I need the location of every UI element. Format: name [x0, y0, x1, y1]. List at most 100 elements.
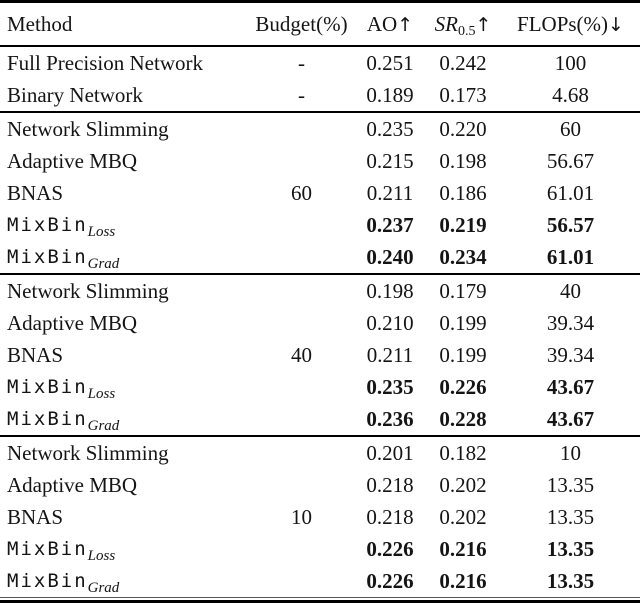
budget-cell	[248, 112, 355, 145]
budget-cell	[248, 565, 355, 598]
flops-cell: 10	[560, 440, 581, 465]
flops-cell: 39.34	[546, 310, 595, 335]
col-header-sr-subscript: 0.5	[457, 23, 476, 39]
budget-cell	[248, 274, 355, 307]
method-cell: BNAS	[0, 177, 248, 209]
method-cell: Binary Network	[0, 79, 248, 112]
table-row: MixBinLoss 0.226 0.216 13.35	[0, 533, 640, 565]
ao-cell: 0.226	[366, 536, 414, 561]
flops-cell: 13.35	[546, 472, 595, 497]
method-label: Network Slimming	[7, 440, 169, 465]
table-row: Network Slimming 0.198 0.179 40	[0, 274, 640, 307]
method-label: MixBin	[7, 570, 88, 592]
results-table: Method Budget(%) AO↑ SR0.5↑ FLOPs(%)↓ Fu…	[0, 3, 640, 598]
budget-cell	[248, 241, 355, 274]
table-row: MixBinGrad 0.226 0.216 13.35	[0, 565, 640, 598]
budget-cell	[248, 145, 355, 177]
method-label: MixBin	[7, 408, 88, 430]
col-header-ao-label: AO	[366, 11, 398, 36]
ao-cell: 0.226	[366, 568, 414, 593]
method-cell: BNAS	[0, 339, 248, 371]
ao-cell: 0.237	[366, 212, 414, 237]
method-label: BNAS	[7, 180, 64, 205]
method-cell: MixBinLoss	[0, 371, 248, 403]
ao-cell: 0.201	[366, 440, 414, 465]
sr-cell: 0.199	[439, 342, 487, 367]
ao-cell: 0.235	[366, 374, 414, 399]
sr-cell: 0.226	[439, 374, 487, 399]
table-row: Network Slimming 0.201 0.182 10	[0, 436, 640, 469]
method-cell: BNAS	[0, 501, 248, 533]
sr-cell: 0.220	[439, 116, 487, 141]
method-subscript: Loss	[87, 548, 116, 564]
flops-cell: 56.57	[546, 212, 595, 237]
col-header-sr-label: SR	[434, 11, 458, 36]
budget-cell	[248, 436, 355, 469]
ao-cell: 0.235	[366, 116, 414, 141]
flops-cell: 61.01	[546, 180, 595, 205]
sr-cell: 0.202	[439, 472, 487, 497]
col-header-budget: Budget(%)	[248, 3, 355, 47]
flops-cell: 100	[554, 50, 587, 75]
ao-cell: 0.211	[366, 180, 414, 205]
sr-cell: 0.179	[439, 278, 487, 303]
method-cell: Adaptive MBQ	[0, 307, 248, 339]
method-label: BNAS	[7, 504, 64, 529]
table-header: Method Budget(%) AO↑ SR0.5↑ FLOPs(%)↓	[0, 3, 640, 47]
ao-cell: 0.189	[366, 82, 414, 107]
col-header-sr: SR0.5↑	[425, 3, 501, 47]
method-label: MixBin	[7, 214, 88, 236]
ao-cell: 0.251	[366, 50, 414, 75]
budget-cell	[248, 209, 355, 241]
ao-cell: 0.218	[366, 472, 414, 497]
flops-cell: 39.34	[546, 342, 595, 367]
table-row: Full Precision Network - 0.251 0.242 100	[0, 46, 640, 79]
sr-cell: 0.198	[439, 148, 487, 173]
method-cell: Adaptive MBQ	[0, 145, 248, 177]
method-cell: MixBinLoss	[0, 533, 248, 565]
sr-cell: 0.199	[439, 310, 487, 335]
method-label: MixBin	[7, 538, 88, 560]
flops-cell: 56.67	[546, 148, 595, 173]
flops-cell: 43.67	[546, 374, 595, 399]
table-row: Adaptive MBQ 0.218 0.202 13.35	[0, 469, 640, 501]
method-subscript: Grad	[87, 580, 120, 596]
sr-cell: 0.216	[439, 536, 487, 561]
table-row: MixBinGrad 0.240 0.234 61.01	[0, 241, 640, 274]
ao-cell: 0.210	[366, 310, 414, 335]
sr-cell: 0.216	[439, 568, 487, 593]
table-row: MixBinLoss 0.237 0.219 56.57	[0, 209, 640, 241]
method-cell: MixBinGrad	[0, 241, 248, 274]
sr-cell: 0.228	[439, 406, 487, 431]
ao-cell: 0.218	[366, 504, 414, 529]
flops-cell: 13.35	[546, 568, 595, 593]
budget-cell: 60	[291, 180, 312, 205]
budget-group-40: Network Slimming 0.198 0.179 40 Adaptive MBQ…	[0, 274, 640, 436]
method-cell: Adaptive MBQ	[0, 469, 248, 501]
method-label: MixBin	[7, 376, 88, 398]
budget-group-reference: Full Precision Network - 0.251 0.242 100 Bina…	[0, 46, 640, 112]
budget-cell	[248, 533, 355, 565]
sr-cell: 0.242	[439, 50, 487, 75]
table-row: BNAS 40 0.211 0.199 39.34	[0, 339, 640, 371]
flops-cell: 13.35	[546, 536, 595, 561]
sr-cell: 0.173	[439, 82, 487, 107]
method-label: Network Slimming	[7, 278, 169, 303]
method-cell: MixBinGrad	[0, 403, 248, 436]
budget-cell	[248, 307, 355, 339]
ao-cell: 0.215	[366, 148, 414, 173]
up-arrow-icon: ↑	[397, 13, 414, 36]
budget-cell: 10	[291, 504, 312, 529]
method-subscript: Grad	[87, 418, 120, 434]
header-row: Method Budget(%) AO↑ SR0.5↑ FLOPs(%)↓	[0, 3, 640, 47]
table-row: Network Slimming 0.235 0.220 60	[0, 112, 640, 145]
table-row: BNAS 10 0.218 0.202 13.35	[0, 501, 640, 533]
table-row: MixBinGrad 0.236 0.228 43.67	[0, 403, 640, 436]
method-label: Adaptive MBQ	[7, 310, 138, 335]
budget-cell: 40	[291, 342, 312, 367]
method-label: Network Slimming	[7, 116, 169, 141]
flops-cell: 61.01	[546, 244, 595, 269]
method-label: MixBin	[7, 246, 88, 268]
ao-cell: 0.240	[366, 244, 414, 269]
